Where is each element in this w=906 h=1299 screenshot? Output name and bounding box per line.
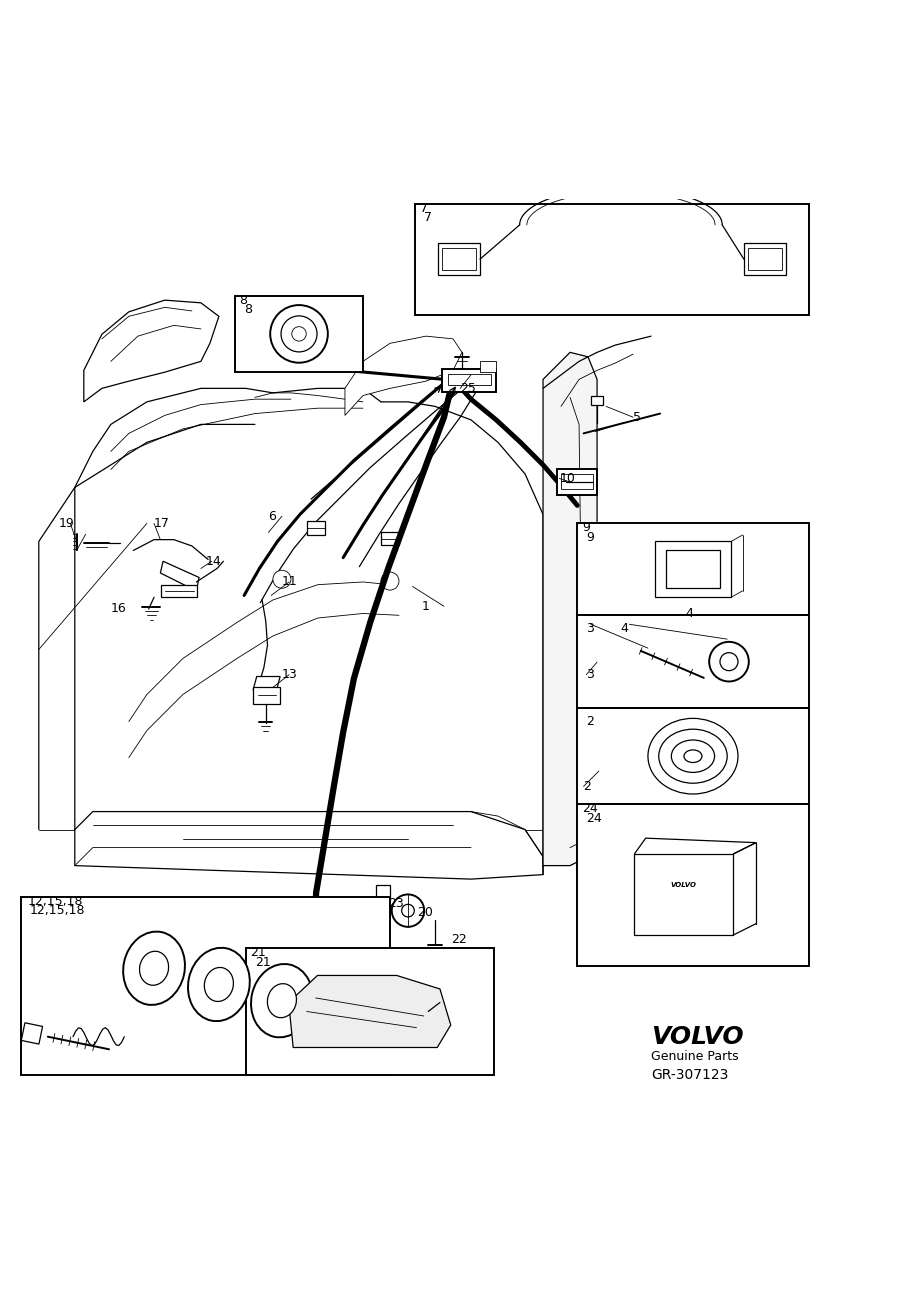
Text: 21: 21 <box>250 947 266 960</box>
Bar <box>666 551 720 588</box>
Text: 19: 19 <box>59 517 74 530</box>
Circle shape <box>281 316 317 352</box>
Polygon shape <box>75 812 543 879</box>
Text: VOLVO: VOLVO <box>651 1025 744 1048</box>
Ellipse shape <box>188 948 250 1021</box>
Bar <box>415 204 809 314</box>
Text: 22: 22 <box>451 933 467 946</box>
Bar <box>253 687 280 704</box>
Bar <box>561 474 593 490</box>
Bar <box>21 898 390 1074</box>
Text: 4: 4 <box>621 622 629 635</box>
Bar <box>744 243 786 275</box>
Ellipse shape <box>648 718 738 794</box>
Polygon shape <box>543 352 597 865</box>
Text: 4: 4 <box>685 607 693 620</box>
Text: 6: 6 <box>268 509 276 522</box>
Circle shape <box>381 572 399 590</box>
Polygon shape <box>377 886 390 900</box>
Text: 8: 8 <box>239 294 247 307</box>
Text: 24: 24 <box>582 803 598 816</box>
Text: GR-307123: GR-307123 <box>651 1068 728 1082</box>
Ellipse shape <box>671 740 715 773</box>
Bar <box>556 469 597 495</box>
Bar <box>246 948 494 1074</box>
Circle shape <box>709 642 748 682</box>
Polygon shape <box>84 300 219 401</box>
Text: 25: 25 <box>460 382 476 395</box>
Text: 2: 2 <box>586 716 594 729</box>
Text: 8: 8 <box>244 303 252 316</box>
Bar <box>577 523 809 616</box>
Text: 10: 10 <box>559 472 575 485</box>
Text: 3: 3 <box>586 668 594 681</box>
Polygon shape <box>21 1022 43 1044</box>
Text: 17: 17 <box>154 517 170 530</box>
Text: 12,15,18: 12,15,18 <box>30 904 85 917</box>
Bar <box>161 585 198 598</box>
Polygon shape <box>289 976 451 1047</box>
Text: 20: 20 <box>417 905 433 918</box>
Bar <box>748 248 782 270</box>
Bar <box>235 296 363 372</box>
Polygon shape <box>253 677 280 690</box>
Text: 7: 7 <box>419 201 428 214</box>
Text: 23: 23 <box>388 896 404 909</box>
Bar <box>442 248 476 270</box>
Bar <box>577 804 809 966</box>
Text: 5: 5 <box>633 410 641 423</box>
Ellipse shape <box>140 951 169 985</box>
Text: Genuine Parts: Genuine Parts <box>651 1050 738 1063</box>
Text: 9: 9 <box>582 521 590 534</box>
Bar <box>438 243 480 275</box>
Bar <box>448 374 491 385</box>
Text: 12,15,18: 12,15,18 <box>28 895 83 908</box>
Bar <box>655 542 731 598</box>
Text: VOLVO: VOLVO <box>671 882 697 889</box>
Text: 16: 16 <box>111 603 127 616</box>
Text: 2: 2 <box>583 779 592 792</box>
Text: 13: 13 <box>282 668 298 681</box>
Circle shape <box>270 305 328 362</box>
Ellipse shape <box>205 968 234 1002</box>
Text: 21: 21 <box>255 956 271 969</box>
Bar <box>634 853 734 935</box>
Bar <box>381 533 399 546</box>
Polygon shape <box>345 336 462 416</box>
Text: 3: 3 <box>586 622 594 635</box>
Circle shape <box>273 570 291 588</box>
Circle shape <box>391 895 424 927</box>
Text: 14: 14 <box>206 555 221 568</box>
Bar <box>442 369 496 392</box>
Bar <box>480 361 496 372</box>
Text: 9: 9 <box>586 530 594 544</box>
Ellipse shape <box>659 729 728 783</box>
Polygon shape <box>160 561 199 591</box>
Circle shape <box>292 326 306 342</box>
Ellipse shape <box>684 750 702 763</box>
Text: 7: 7 <box>424 210 432 223</box>
Text: 11: 11 <box>282 575 298 588</box>
Ellipse shape <box>251 964 313 1038</box>
Ellipse shape <box>267 983 296 1017</box>
Bar <box>577 708 809 804</box>
Bar <box>591 396 603 404</box>
Circle shape <box>401 904 414 917</box>
Bar <box>307 521 325 535</box>
Text: 1: 1 <box>421 600 429 613</box>
Circle shape <box>720 652 738 670</box>
Text: 24: 24 <box>586 812 602 825</box>
Bar <box>577 616 809 708</box>
Ellipse shape <box>123 931 185 1005</box>
